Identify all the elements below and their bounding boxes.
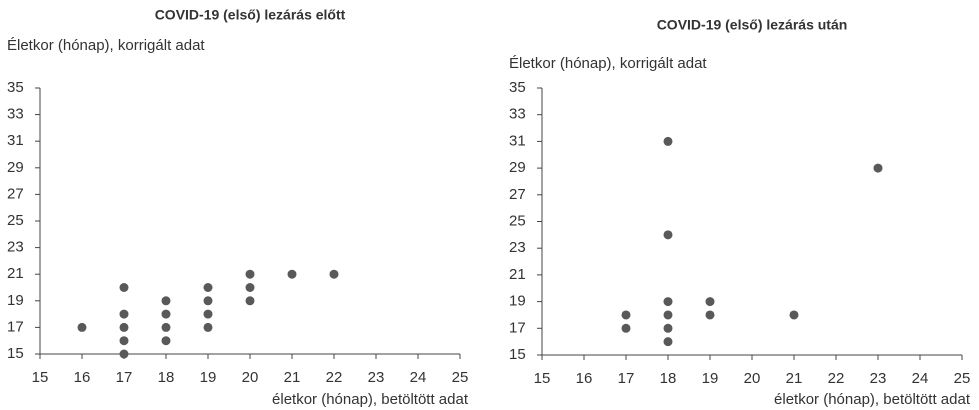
point [161,309,171,319]
y-tick-label: 31 [7,132,24,149]
point [203,283,213,292]
point [161,322,171,332]
point [161,336,171,346]
point [203,296,213,306]
x-tick-label: 23 [368,369,385,386]
y-tick-label: 21 [509,266,526,283]
point [119,349,129,359]
y-tick-label: 27 [7,185,24,202]
point [705,297,715,307]
y-tick-label: 31 [509,132,526,149]
x-tick-label: 18 [660,370,677,387]
point [119,322,129,332]
point [873,163,883,173]
x-tick-label: 15 [534,370,551,387]
point [119,309,129,319]
x-tick-label: 18 [158,369,175,386]
chart-title: COVID-19 (első) lezárás előtt [155,7,346,23]
x-tick-label: 25 [954,370,971,387]
point [621,323,631,333]
x-tick-label: 19 [702,370,719,387]
y-axis-label: Életkor (hónap), korrigált adat [7,37,205,54]
point [77,322,87,332]
y-tick-label: 25 [7,212,24,229]
point [329,269,339,279]
x-tick-label: 24 [410,369,427,386]
x-tick-label: 21 [786,370,803,387]
point [663,297,673,307]
y-tick-label: 29 [7,159,24,176]
point [119,336,129,346]
x-axis-label: életkor (hónap), betöltött adat [272,391,469,408]
point [663,230,673,240]
x-tick-label: 22 [828,370,845,387]
point [203,309,213,319]
point [161,296,171,306]
y-tick-label: 19 [7,292,24,309]
x-tick-label: 17 [116,369,133,386]
y-tick-label: 23 [509,239,526,256]
y-tick-label: 15 [7,345,24,362]
point [705,310,715,320]
y-tick-label: 33 [509,106,526,123]
point [663,337,673,347]
point [119,283,129,292]
x-tick-label: 21 [284,369,301,386]
point [203,322,213,332]
y-tick-label: 35 [509,79,526,96]
point [245,269,255,279]
point [663,136,673,146]
x-tick-label: 16 [576,370,593,387]
point [245,296,255,306]
point [245,283,255,292]
x-tick-label: 19 [200,369,217,386]
y-tick-label: 19 [509,293,526,310]
x-tick-label: 23 [870,370,887,387]
x-tick-label: 22 [326,369,343,386]
y-tick-label: 29 [509,159,526,176]
y-tick-label: 25 [509,212,526,229]
y-tick-label: 27 [509,186,526,203]
x-tick-label: 20 [242,369,259,386]
x-tick-label: 17 [618,370,635,387]
y-tick-label: 15 [509,346,526,363]
point [663,310,673,320]
y-tick-label: 21 [7,265,24,282]
x-tick-label: 16 [74,369,91,386]
y-tick-label: 23 [7,239,24,256]
y-axis-label: Életkor (hónap), korrigált adat [509,55,707,72]
y-tick-label: 35 [7,79,24,96]
x-tick-label: 24 [912,370,929,387]
point [663,323,673,333]
point [621,310,631,320]
x-axis-label: életkor (hónap), betöltött adat [774,391,971,408]
x-tick-label: 15 [32,369,49,386]
x-tick-label: 20 [744,370,761,387]
y-tick-label: 17 [509,319,526,336]
point [287,269,297,279]
chart-title: COVID-19 (első) lezárás után [657,17,848,33]
point [789,310,799,320]
y-tick-label: 33 [7,106,24,123]
x-tick-label: 25 [452,369,469,386]
y-tick-label: 17 [7,318,24,335]
